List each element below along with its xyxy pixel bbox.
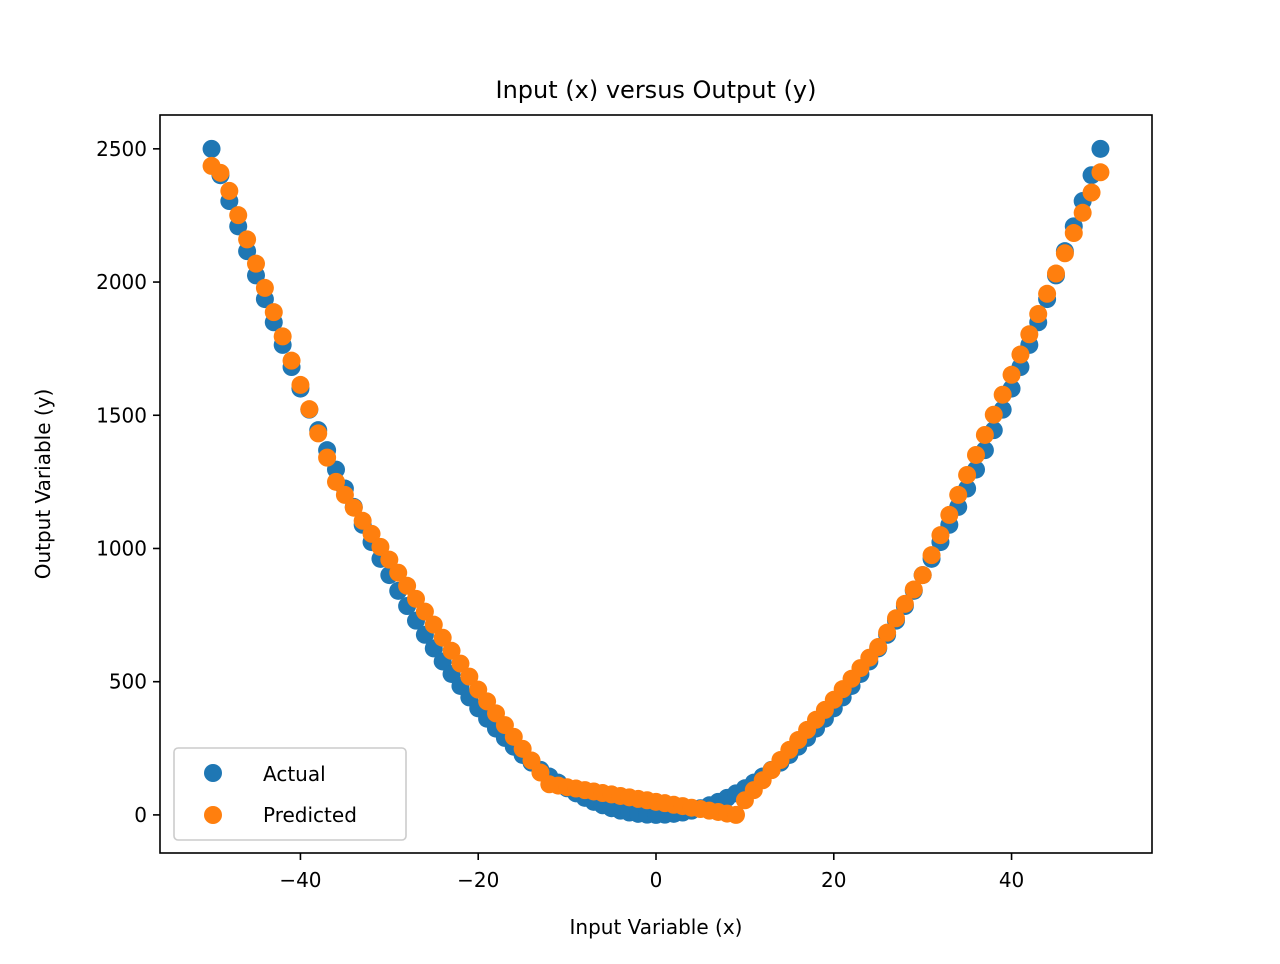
point-predicted	[362, 524, 381, 543]
point-predicted	[282, 351, 301, 370]
x-axis-ticks: −40 −20 0 20 40	[279, 853, 1024, 892]
point-predicted	[887, 609, 905, 628]
point-predicted	[273, 327, 292, 346]
point-predicted	[371, 537, 390, 556]
point-predicted	[1038, 284, 1057, 303]
point-predicted	[727, 805, 745, 824]
y-tick-label: 2000	[96, 270, 147, 294]
point-predicted	[993, 385, 1012, 404]
point-predicted	[264, 303, 283, 322]
point-predicted	[869, 638, 888, 657]
series-predicted	[202, 156, 1110, 824]
point-predicted	[398, 576, 417, 595]
point-predicted	[309, 424, 328, 443]
point-predicted	[1082, 183, 1101, 202]
x-tick-label: 0	[650, 868, 663, 892]
point-predicted	[389, 563, 408, 582]
point-predicted	[451, 654, 470, 673]
point-predicted	[1064, 224, 1083, 243]
point-predicted	[220, 181, 239, 200]
y-tick-label: 1000	[96, 536, 147, 560]
point-predicted	[895, 594, 914, 613]
point-predicted	[1055, 244, 1074, 263]
point-predicted	[922, 546, 941, 565]
point-predicted	[460, 667, 479, 686]
point-predicted	[442, 641, 461, 660]
point-predicted	[327, 472, 345, 491]
point-predicted	[300, 400, 319, 419]
y-tick-label: 2500	[96, 137, 147, 161]
point-predicted	[335, 485, 354, 504]
y-axis-ticks: 0 500 1000 1500 2000 2500	[96, 137, 160, 827]
point-predicted	[211, 163, 230, 182]
legend-box	[173, 747, 407, 841]
point-predicted	[291, 375, 310, 394]
y-axis-label: Output Variable (y)	[31, 389, 55, 580]
point-predicted	[1011, 345, 1030, 364]
point-predicted	[380, 550, 399, 569]
y-tick-label: 500	[109, 670, 147, 694]
legend-label-actual: Actual	[263, 762, 326, 786]
point-actual	[1091, 139, 1110, 158]
point-predicted	[229, 206, 248, 225]
point-predicted	[949, 485, 968, 504]
legend-marker-predicted	[204, 806, 222, 824]
x-axis-label: Input Variable (x)	[570, 915, 743, 939]
point-predicted	[353, 511, 372, 530]
legend-marker-actual	[204, 764, 222, 782]
point-predicted	[1020, 325, 1039, 344]
point-predicted	[407, 589, 425, 608]
x-tick-label: −20	[457, 868, 499, 892]
chart-title: Input (x) versus Output (y)	[496, 76, 817, 104]
point-predicted	[1091, 163, 1110, 182]
plot-points	[202, 139, 1110, 824]
point-predicted	[967, 445, 985, 464]
point-predicted	[931, 526, 950, 545]
point-predicted	[878, 623, 897, 642]
point-predicted	[958, 465, 977, 484]
x-tick-label: 40	[999, 868, 1024, 892]
y-tick-label: 1500	[96, 403, 147, 427]
point-predicted	[1002, 365, 1021, 384]
point-predicted	[1029, 305, 1048, 324]
point-predicted	[984, 405, 1003, 424]
point-predicted	[1073, 203, 1092, 222]
point-actual	[202, 139, 221, 158]
y-tick-label: 0	[134, 803, 147, 827]
legend-label-predicted: Predicted	[263, 803, 357, 827]
point-predicted	[433, 628, 452, 647]
point-predicted	[344, 498, 363, 517]
point-predicted	[415, 602, 434, 621]
point-predicted	[1047, 264, 1065, 283]
legend: Actual Predicted	[173, 747, 407, 841]
point-predicted	[940, 505, 959, 524]
point-predicted	[255, 278, 274, 297]
point-predicted	[424, 615, 443, 634]
point-predicted	[238, 230, 257, 249]
point-predicted	[904, 580, 923, 599]
point-predicted	[318, 448, 337, 467]
x-tick-label: 20	[821, 868, 846, 892]
x-tick-label: −40	[279, 868, 321, 892]
point-predicted	[913, 566, 932, 585]
point-predicted	[975, 425, 994, 444]
point-predicted	[247, 254, 265, 273]
